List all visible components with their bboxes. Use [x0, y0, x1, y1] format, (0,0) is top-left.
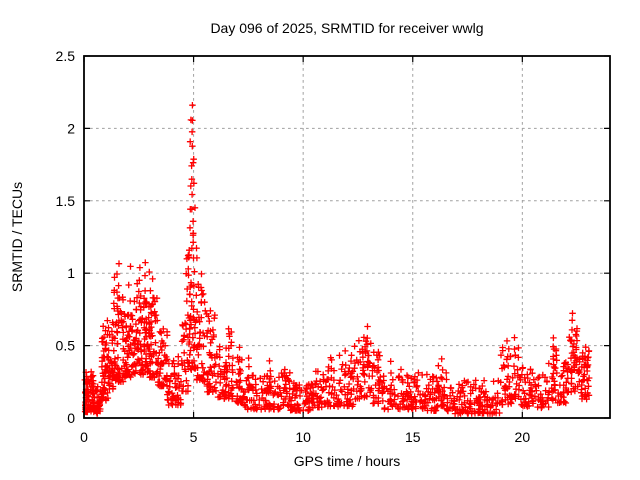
x-tick-label: 10 — [295, 429, 311, 445]
x-tick-label: 5 — [190, 429, 198, 445]
x-axis-label: GPS time / hours — [293, 453, 401, 469]
y-tick-label: 1.5 — [56, 193, 76, 209]
x-tick-label: 15 — [405, 429, 421, 445]
data-points — [81, 102, 593, 417]
plot-border — [83, 55, 611, 419]
y-tick-label: 2.5 — [56, 48, 76, 64]
y-tick-label: 2 — [67, 120, 75, 136]
y-tick-label: 0.5 — [56, 338, 76, 354]
y-tick-label: 1 — [67, 265, 75, 281]
y-tick-label: 0 — [67, 410, 75, 426]
x-tick-label: 0 — [80, 429, 88, 445]
chart-title: Day 096 of 2025, SRMTID for receiver wwl… — [210, 20, 484, 36]
x-tick-label: 20 — [515, 429, 531, 445]
